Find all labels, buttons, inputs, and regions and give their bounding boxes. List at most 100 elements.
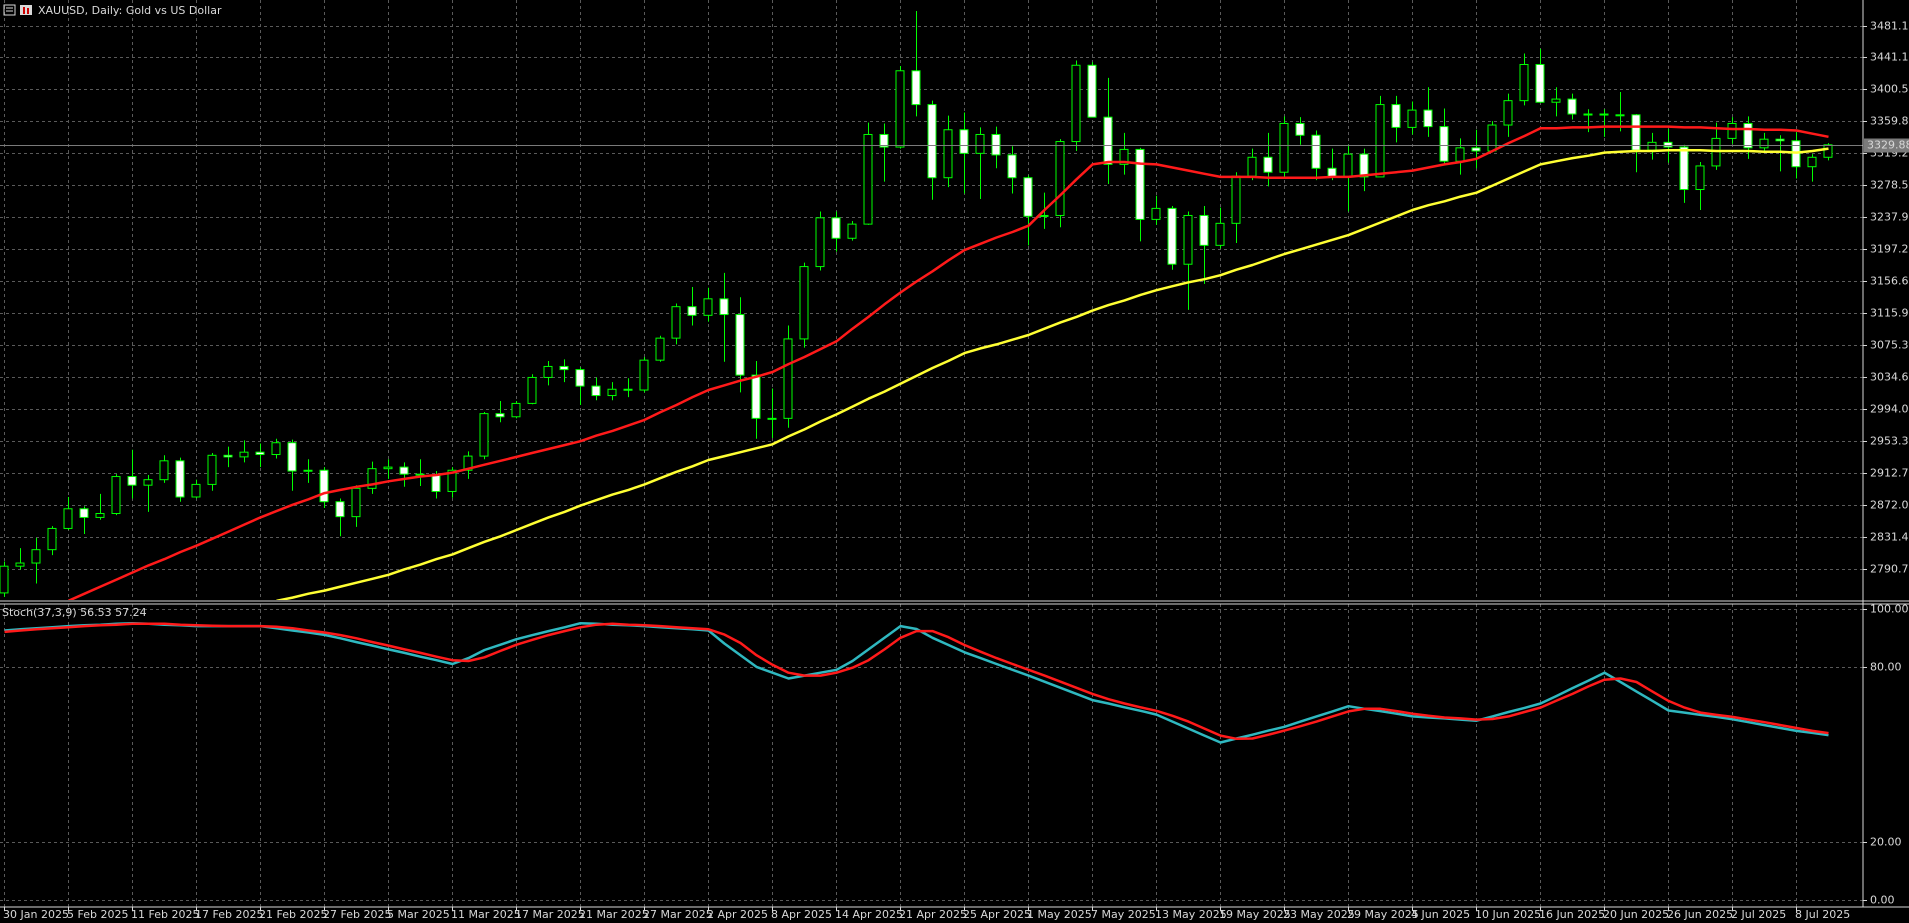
candle-body: [1183, 214, 1193, 265]
x-tick-label: 8 Jul 2025: [1795, 908, 1850, 921]
candle-body: [1103, 116, 1113, 165]
candle-body: [735, 314, 745, 376]
candle-body: [1327, 167, 1337, 178]
mark-layer: [0, 11, 1863, 744]
candle-body: [1503, 100, 1513, 126]
candle-body: [1231, 175, 1241, 224]
y-tick-label: 3156.60: [1870, 275, 1909, 288]
candle-body: [671, 306, 681, 339]
candle-body: [1599, 113, 1609, 116]
candle-body: [527, 376, 537, 404]
candle-body: [1519, 63, 1529, 102]
candle-body: [1135, 148, 1145, 220]
candle-body: [447, 469, 457, 492]
candle-body: [463, 455, 473, 471]
icon: [23, 7, 25, 14]
x-tick-label: 17 Mar 2025: [515, 908, 585, 921]
candle-body: [1663, 141, 1673, 148]
candle-body: [1423, 109, 1433, 128]
candle-body: [799, 266, 809, 340]
indicator-line: [276, 147, 1829, 600]
indicator-line: [4, 621, 1829, 744]
y-tick-label: 20.00: [1870, 836, 1902, 849]
candle-body: [1631, 114, 1641, 151]
candle-body: [303, 469, 313, 472]
candle-body: [767, 417, 777, 420]
candle-body: [719, 298, 729, 316]
candle-body: [159, 460, 169, 481]
y-tick-label: 80.00: [1870, 661, 1902, 674]
icon: [3, 4, 16, 16]
icon: [27, 8, 29, 14]
plot-area: [4, 621, 1829, 744]
candle-body: [1119, 148, 1129, 165]
candle-body: [1471, 147, 1481, 152]
x-tick-label: 19 May 2025: [1219, 908, 1291, 921]
candle-body: [1023, 177, 1033, 217]
symbol-icons: [3, 4, 32, 16]
candle-body: [479, 413, 489, 457]
candle-body: [1263, 156, 1273, 173]
y-tick-label: 100.00: [1870, 603, 1909, 616]
candle-body: [639, 359, 649, 391]
y-tick-label: 3441.15: [1870, 51, 1909, 64]
candle-body: [1615, 114, 1625, 117]
candle-body: [1407, 109, 1417, 128]
candle-body: [1343, 153, 1353, 178]
candle-body: [1311, 134, 1321, 169]
candle-body: [687, 306, 697, 316]
candle-body: [351, 487, 361, 518]
candle-body: [1247, 156, 1257, 177]
y-tick-label: 0.00: [1870, 894, 1895, 907]
candle-body: [863, 133, 873, 225]
candle-body: [431, 474, 441, 492]
candle-body: [831, 217, 841, 239]
candle-body: [927, 104, 937, 179]
candle-body: [1071, 64, 1081, 143]
candle-body: [207, 454, 217, 485]
x-tick-label: 27 Mar 2025: [643, 908, 713, 921]
candle-body: [911, 70, 921, 106]
candle-body: [191, 483, 201, 498]
candle-body: [655, 337, 665, 361]
icon: [20, 5, 32, 15]
candle-body: [1151, 207, 1161, 220]
y-tick-label: 2790.75: [1870, 563, 1909, 576]
candle-body: [383, 466, 393, 470]
candle-body: [223, 454, 233, 458]
candle-body: [943, 129, 953, 179]
y-tick-label: 2912.70: [1870, 467, 1909, 480]
y-tick-label: 2994.00: [1870, 403, 1909, 416]
x-tick-label: 11 Feb 2025: [131, 908, 199, 921]
candle-body: [271, 442, 281, 456]
x-tick-label: 7 May 2025: [1091, 908, 1156, 921]
candle-body: [559, 365, 569, 371]
candle-body: [815, 217, 825, 268]
x-tick-label: 2 Apr 2025: [707, 908, 768, 921]
y-tick-label: 3197.25: [1870, 243, 1909, 256]
candle-body: [1487, 124, 1497, 152]
x-tick-label: 17 Feb 2025: [195, 908, 263, 921]
candle-body: [15, 562, 25, 567]
candle-body: [1007, 154, 1017, 179]
candle-body: [1823, 144, 1833, 158]
x-tick-label: 16 Jun 2025: [1539, 908, 1605, 921]
candle-body: [847, 223, 857, 239]
candle-body: [1551, 98, 1561, 103]
plot-area: [0, 11, 1863, 600]
candle-body: [543, 365, 553, 378]
y-tick-label: 3075.30: [1870, 339, 1909, 352]
candle-body: [1567, 98, 1577, 115]
candle-body: [703, 298, 713, 316]
x-tick-label: 5 Feb 2025: [67, 908, 128, 921]
candle-body: [1055, 141, 1065, 216]
x-tick-label: 5 Mar 2025: [387, 908, 450, 921]
x-tick-label: 8 Apr 2025: [771, 908, 832, 921]
candle-body: [1279, 122, 1289, 173]
x-tick-label: 10 Jun 2025: [1475, 908, 1541, 921]
y-tick-label: 3359.85: [1870, 115, 1909, 128]
y-tick-label: 3400.50: [1870, 83, 1909, 96]
candle-body: [975, 133, 985, 154]
y-tick-label: 3481.15: [1870, 20, 1909, 33]
